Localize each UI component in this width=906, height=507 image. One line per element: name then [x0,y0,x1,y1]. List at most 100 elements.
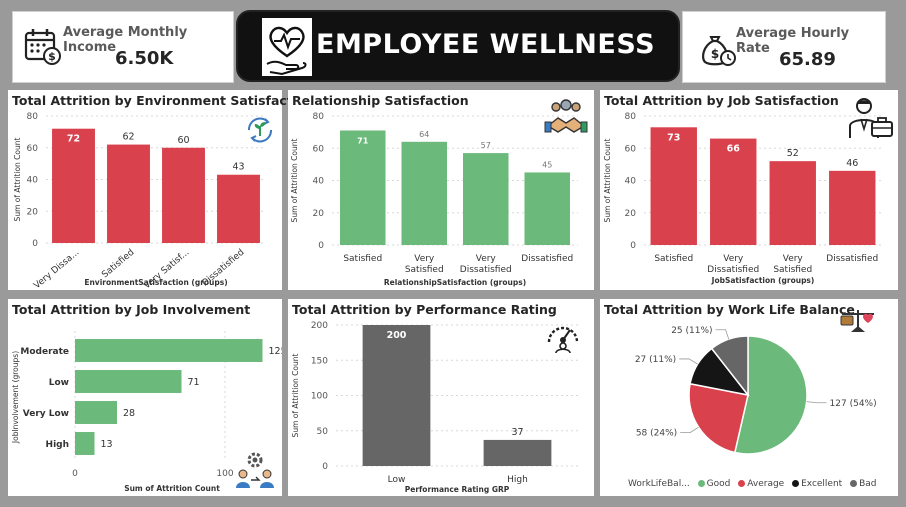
chart-title: Total Attrition by Job Involvement [12,302,251,317]
data-label: 58 (24%) [636,429,677,439]
bar [829,170,876,245]
bar [401,141,448,245]
y-tick-label: 50 [317,427,329,437]
gauge-user-icon [547,326,579,354]
bar [75,401,117,424]
y-tick-label: 100 [311,392,328,402]
bar [769,161,816,245]
x-tick-label: Satisfied [343,254,382,264]
panel-relationship-satisfaction: Relationship Satisfaction 0 20 40 60 80 71 Sat… [288,90,594,290]
bar [75,370,182,393]
x-tick-label: Very Satisfied [773,254,812,275]
x-tick-label: Satisfied [100,248,136,281]
bar [75,432,95,455]
x-axis-title: EnvironmentSatisfaction (groups) [84,278,227,287]
x-tick-label: 100 [216,469,233,479]
bar [107,144,150,243]
bar-chart: 0 20 40 60 80 71 Satisfied 64 Very Satisfied 57 Ver… [290,112,578,287]
kpi-value: 6.50K [115,48,174,69]
data-label: 46 [846,158,858,169]
bar [483,439,552,466]
chart-title: Relationship Satisfaction [292,93,469,108]
x-axis-title: JobSatisfaction (groups) [711,276,815,285]
data-label: 25 (11%) [671,326,712,336]
data-label: 200 [387,330,407,341]
data-label: 71 [357,137,369,146]
panel-environment-satisfaction: Total Attrition by Environment Satisfact… [8,90,315,290]
leader-line [715,329,730,340]
y-tick-label: 40 [27,176,39,186]
x-tick-label: Very Dissa... [32,248,81,290]
x-axis-title: Sum of Attrition Count [124,484,220,493]
x-tick-label: Satisfied [654,254,693,264]
leader-line [679,358,698,365]
data-label: 52 [787,148,799,159]
chart-title: Total Attrition by Work Life Balance [604,302,855,317]
svg-text:$: $ [48,50,56,63]
calendar-money-icon: $ [24,29,61,65]
data-label: 71 [188,377,200,388]
data-label: 45 [542,160,552,169]
y-tick-label: Low [49,378,69,388]
y-tick-label: 80 [27,112,39,122]
legend-label: Excellent [801,479,843,489]
y-axis-title: Sum of Attrition Count [291,353,300,437]
bar [217,174,260,243]
kpi-label: Average Hourly Rate [736,26,850,56]
data-label: 127 (54%) [830,399,877,409]
bar-chart: 0 50 100 150 200 200 Low 37 High Sum of Attrition… [291,321,578,494]
x-tick-label: Dissatisfied [826,254,878,264]
heart-hand-icon [262,18,312,76]
panel-job-satisfaction: Total Attrition by Job Satisfaction 0 20 4… [600,90,898,290]
bar [650,127,697,245]
bar-chart: 0 100 125 Moderate 71 Low 28 Very Low 13 High JobI… [11,331,283,493]
y-tick-label: 0 [32,239,38,249]
data-label: 27 (11%) [635,355,676,365]
panel-work-life-balance: Total Attrition by Work Life Balance 127… [600,299,898,496]
x-tick-label: 0 [72,469,78,479]
y-tick-label: 20 [27,207,39,217]
kpi-card-monthly-income: $ Average Monthly Income 6.50K [12,11,234,83]
team-settings-icon [236,452,274,488]
data-label: 125 [269,346,283,357]
title-banner: EMPLOYEE WELLNESS [236,10,680,82]
data-label: 73 [667,132,680,143]
panel-performance-rating: Total Attrition by Performance Rating 0 5… [288,299,594,496]
data-label: 72 [67,134,80,145]
data-label: 66 [727,144,741,155]
data-label: 60 [177,135,189,146]
bar [339,130,386,245]
bar-chart: 0 20 40 60 80 73 Satisfied 66 Very Dissatisfied 52… [603,112,882,285]
y-tick-label: 40 [625,177,637,187]
panel-job-involvement: Total Attrition by Job Involvement 0 100 1… [8,299,282,496]
legend-label: Good [706,479,731,489]
y-axis-title: Sum of Attrition Count [13,137,22,221]
plant-cycle-icon [247,117,273,143]
x-tick-label: High [507,475,528,485]
legend-title: WorkLifeBal... [628,479,690,489]
bar [75,339,263,362]
businessman-icon [849,98,893,138]
y-axis-title: Sum of Attrition Count [290,138,299,222]
y-tick-label: Moderate [20,347,69,357]
data-label: 13 [101,439,113,450]
y-tick-label: 80 [313,112,325,122]
y-axis-title: Sum of Attrition Count [603,138,612,222]
data-label: 64 [419,130,429,139]
x-axis-title: Performance Rating GRP [405,485,510,494]
data-label: 62 [122,132,134,143]
chart-title: Total Attrition by Environment Satisfact… [12,93,315,108]
x-axis-title: RelationshipSatisfaction (groups) [384,278,526,287]
balance-heart-icon [840,310,874,332]
bar [52,128,95,243]
y-tick-label: Very Low [23,409,69,419]
dashboard-title: EMPLOYEE WELLNESS [316,29,656,60]
legend-swatch [738,480,746,487]
chart-legend: WorkLifeBal... Good Average Excellent Ba… [628,479,877,489]
y-tick-label: 60 [313,144,325,154]
y-tick-label: 20 [625,209,637,219]
data-label: 43 [232,162,244,173]
y-tick-label: High [46,440,69,450]
data-label: 37 [511,427,523,438]
